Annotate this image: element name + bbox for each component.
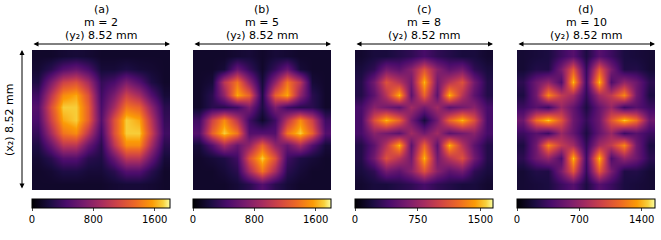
svg-text:1500: 1500 (468, 214, 493, 225)
svg-text:(y₂) 8.52 mm: (y₂) 8.52 mm (388, 29, 460, 42)
svg-text:(a): (a) (94, 3, 109, 16)
svg-text:(b): (b) (254, 3, 270, 16)
svg-text:0: 0 (352, 214, 358, 225)
svg-text:800: 800 (84, 214, 103, 225)
svg-text:(y₂) 8.52 mm: (y₂) 8.52 mm (65, 29, 137, 42)
svg-text:1600: 1600 (142, 214, 167, 225)
svg-text:700: 700 (570, 214, 589, 225)
svg-text:(y₂) 8.52 mm: (y₂) 8.52 mm (226, 29, 298, 42)
svg-text:0: 0 (190, 214, 196, 225)
svg-text:m = 2: m = 2 (84, 16, 118, 29)
svg-text:800: 800 (245, 214, 264, 225)
svg-text:m = 10: m = 10 (566, 16, 607, 29)
svg-text:0: 0 (514, 214, 520, 225)
svg-text:1400: 1400 (629, 214, 654, 225)
svg-text:750: 750 (408, 214, 427, 225)
svg-text:(c): (c) (417, 3, 432, 16)
svg-text:(y₂) 8.52 mm: (y₂) 8.52 mm (550, 29, 622, 42)
svg-text:m = 8: m = 8 (407, 16, 441, 29)
svg-text:(d): (d) (578, 3, 594, 16)
svg-text:(x₂) 8.52 mm: (x₂) 8.52 mm (3, 84, 16, 156)
svg-text:m = 5: m = 5 (245, 16, 279, 29)
svg-text:0: 0 (29, 214, 35, 225)
svg-text:1600: 1600 (303, 214, 328, 225)
